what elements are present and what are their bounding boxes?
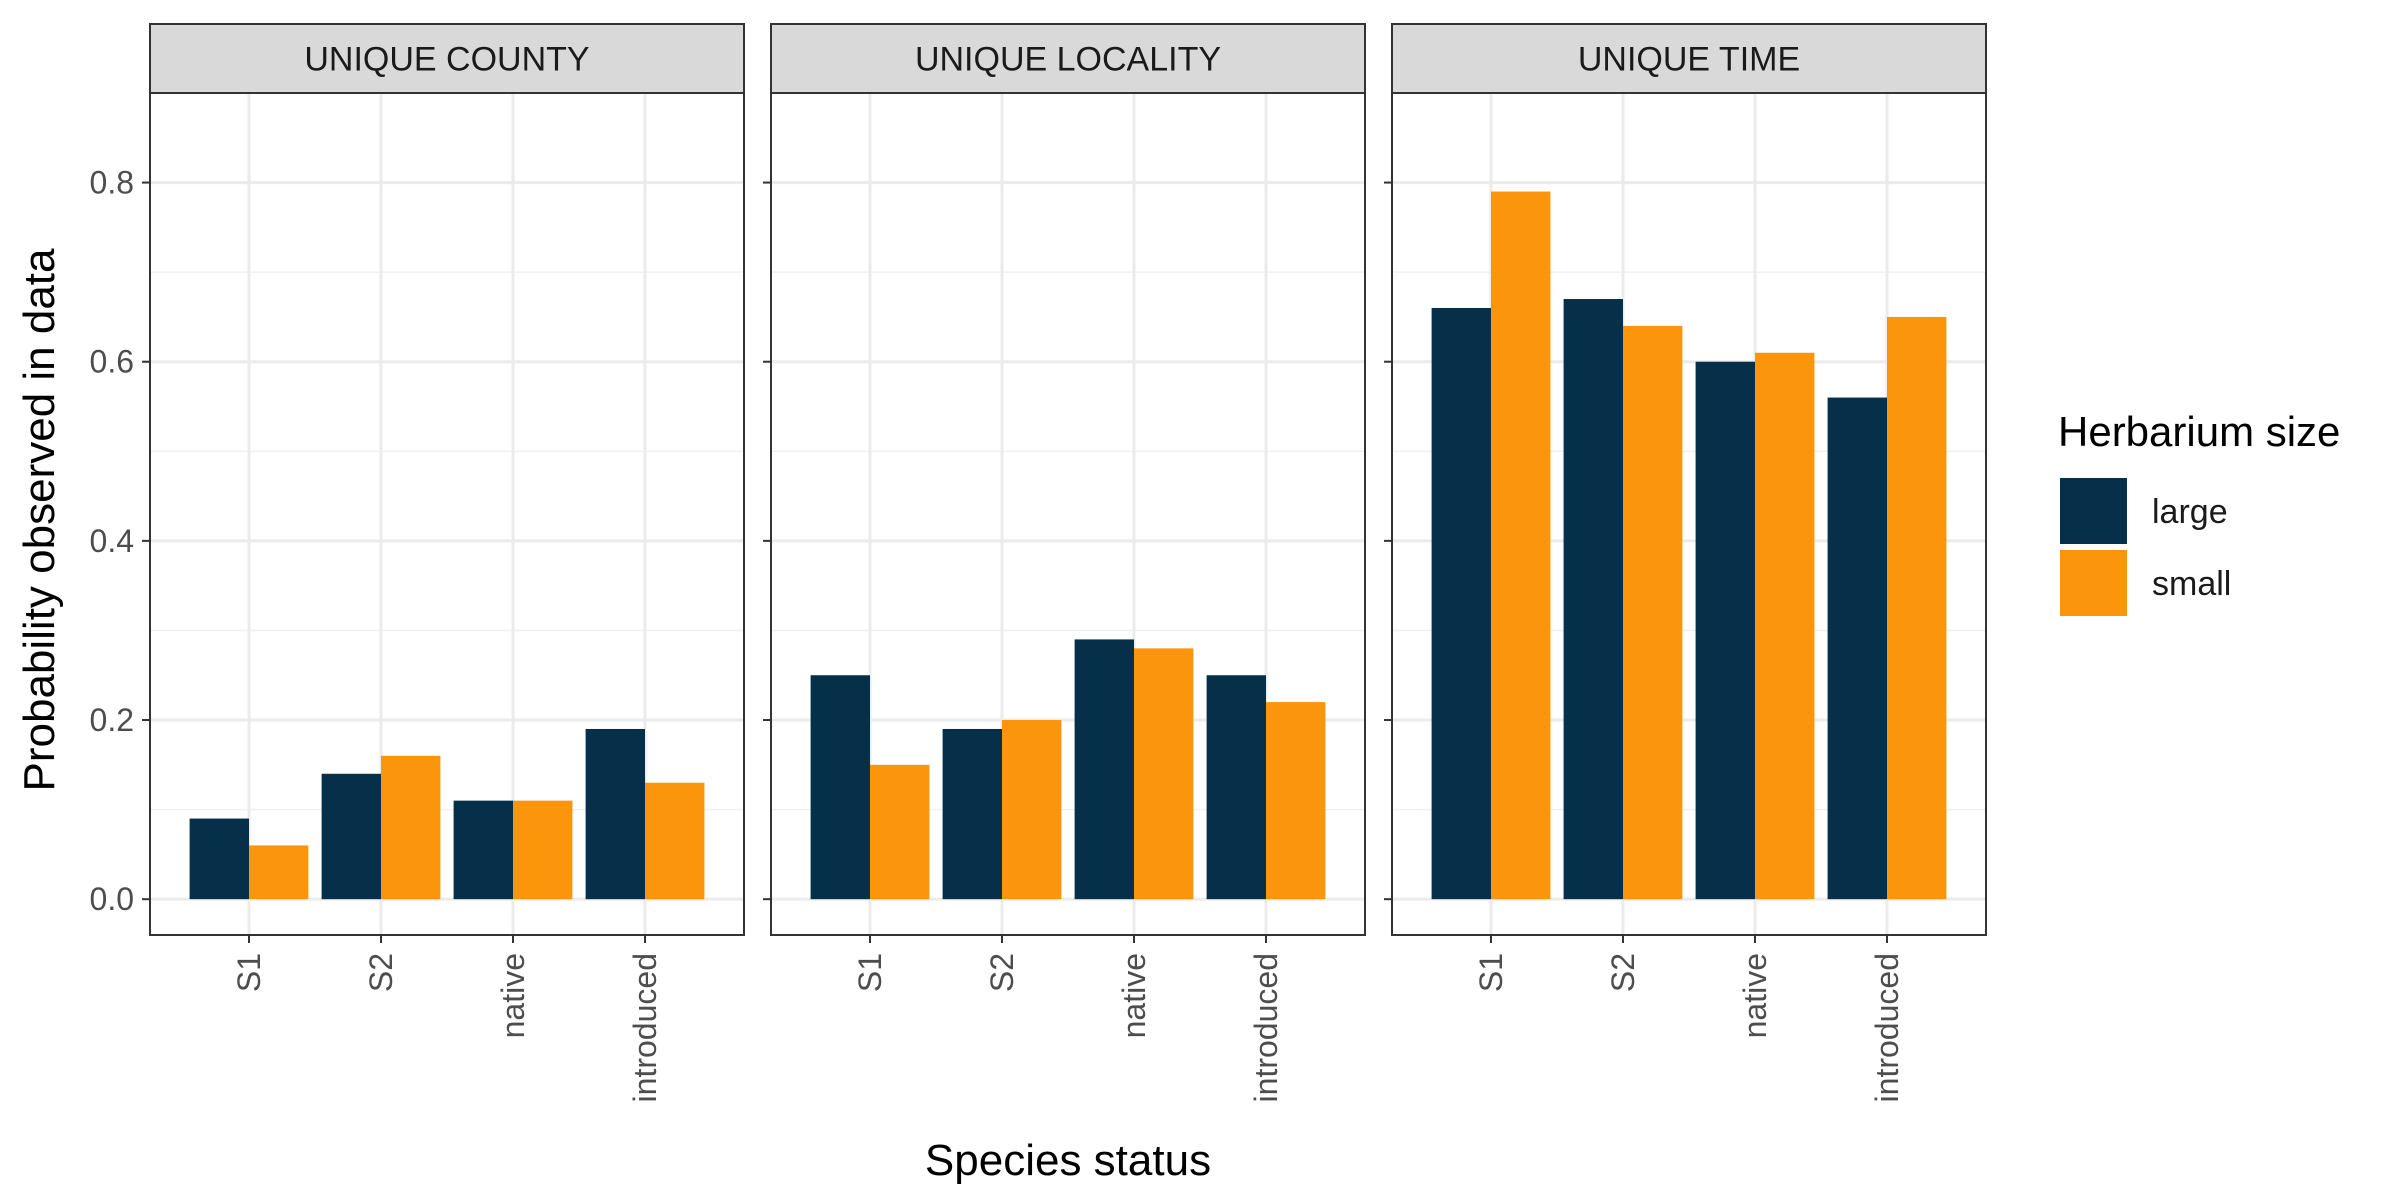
bar-large-S2 [942, 728, 1002, 900]
y-tick-label: 0.8 [90, 165, 134, 201]
y-tick-label: 0.4 [90, 523, 134, 559]
facet-title: UNIQUE TIME [1578, 41, 1800, 79]
x-tick-label: S1 [231, 953, 267, 992]
panel-border [149, 92, 745, 936]
bar-large-S2 [1563, 299, 1623, 900]
facet-title: UNIQUE LOCALITY [915, 41, 1221, 79]
x-tick-label: S1 [1473, 953, 1509, 992]
bar-small-introduced [1887, 316, 1947, 900]
bar-small-S2 [1002, 720, 1062, 900]
bar-small-S1 [1491, 191, 1551, 900]
x-tick-label: introduced [627, 953, 663, 1102]
x-tick-label: native [495, 953, 531, 1038]
x-tick-label: S2 [984, 953, 1020, 992]
x-tick-label: introduced [1869, 953, 1905, 1102]
bar-small-S1 [249, 845, 309, 900]
legend: Herbarium size large small [2058, 408, 2340, 616]
bar-large-introduced [1206, 675, 1266, 900]
x-axis-title: Species status [925, 1136, 1211, 1185]
bar-large-introduced [1827, 397, 1887, 900]
bar-small-introduced [645, 782, 705, 900]
legend-title: Herbarium size [2058, 408, 2340, 455]
bar-large-native [1074, 639, 1134, 900]
bar-large-S1 [1431, 307, 1491, 900]
bar-small-native [1134, 648, 1194, 900]
y-tick-label: 0.6 [90, 344, 134, 380]
legend-label-small: small [2152, 565, 2231, 603]
y-tick-label: 0.0 [90, 881, 134, 917]
legend-key-large [2060, 478, 2127, 544]
facet-strip [770, 23, 1366, 94]
facet-title: UNIQUE COUNTY [304, 41, 589, 79]
panel-border [1391, 92, 1987, 936]
bar-large-S1 [810, 675, 870, 900]
panel-border [770, 92, 1366, 936]
bar-small-native [513, 800, 573, 900]
bar-small-introduced [1266, 702, 1326, 900]
panel-2: UNIQUE LOCALITY S1 S2 native introduced [763, 23, 1366, 1102]
panel-1: UNIQUE COUNTY S1 S2 native introduced [142, 23, 745, 1102]
facet-strip [149, 23, 745, 94]
bar-small-native [1755, 352, 1815, 900]
bar-large-S1 [189, 818, 249, 900]
bar-large-native [453, 800, 513, 900]
y-axis-title: Probability observed in data [15, 248, 64, 792]
bar-large-native [1695, 361, 1755, 900]
x-tick-label: native [1737, 953, 1773, 1038]
bar-large-S2 [321, 773, 381, 900]
panel-3: UNIQUE TIME S1 S2 native introduced [1384, 23, 1987, 1102]
facet-strip [1391, 23, 1987, 94]
y-axis-labels: 0.0 0.2 0.4 0.6 0.8 [90, 165, 134, 918]
x-tick-label: S2 [1605, 953, 1641, 992]
bar-large-introduced [585, 728, 645, 900]
bar-small-S1 [870, 764, 930, 900]
x-tick-label: introduced [1248, 953, 1284, 1102]
legend-label-large: large [2152, 493, 2228, 531]
x-tick-label: native [1116, 953, 1152, 1038]
x-tick-label: S1 [852, 953, 888, 992]
x-tick-label: S2 [363, 953, 399, 992]
bar-small-S2 [1623, 325, 1683, 900]
legend-key-small [2060, 550, 2127, 616]
y-tick-label: 0.2 [90, 702, 134, 738]
bar-small-S2 [381, 755, 441, 900]
